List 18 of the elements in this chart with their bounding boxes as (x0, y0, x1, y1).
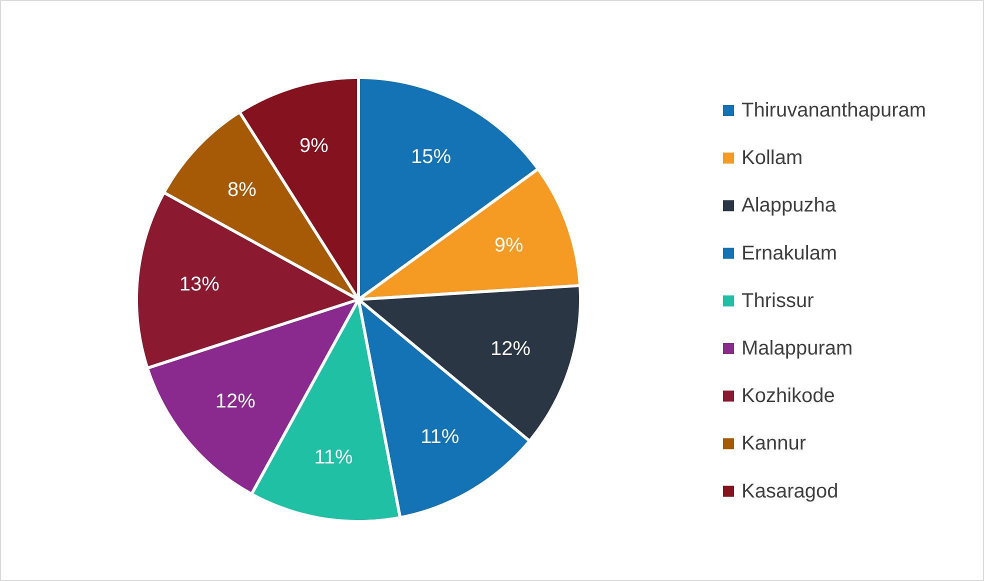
data-label: 9% (494, 234, 524, 256)
data-label: 13% (179, 273, 220, 296)
legend-label: Alappuzha (742, 194, 837, 217)
data-label: 12% (215, 390, 256, 412)
data-label: 15% (411, 146, 452, 168)
legend-label: Kannur (742, 432, 806, 455)
legend-label: Kasaragod (742, 480, 838, 502)
legend-label: Thiruvananthapuram (742, 100, 926, 122)
legend-label: Thrissur (742, 290, 814, 312)
legend-label: Kozhikode (742, 385, 835, 408)
legend-label: Malappuram (742, 338, 853, 360)
data-label: 9% (299, 135, 329, 158)
legend-label: Kollam (742, 147, 803, 170)
legend-label: Ernakulam (742, 242, 838, 264)
data-label: 11% (314, 446, 353, 468)
data-label: 11% (420, 426, 460, 448)
data-label: 12% (490, 338, 531, 360)
data-label: 8% (228, 179, 257, 202)
